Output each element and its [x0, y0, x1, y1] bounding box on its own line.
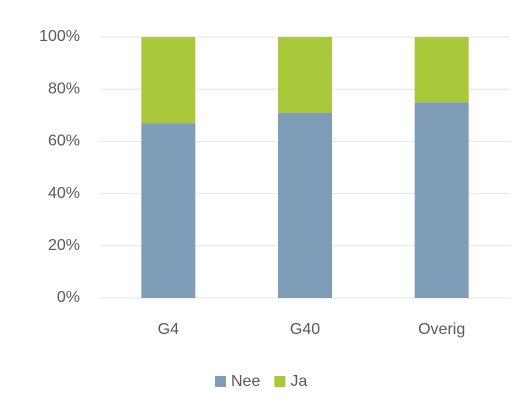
- y-tick-label: 60%: [48, 133, 80, 150]
- x-tick-label: G4: [158, 321, 179, 338]
- bar-segment: [278, 37, 332, 113]
- bar-segment: [278, 112, 332, 298]
- y-tick-label: 40%: [48, 185, 80, 202]
- bar-segment: [141, 37, 196, 124]
- legend-label: Nee: [231, 373, 260, 390]
- legend-swatch: [274, 376, 286, 387]
- y-tick-label: 80%: [48, 80, 80, 97]
- bar-segment: [414, 37, 469, 103]
- bar-segment: [141, 123, 196, 298]
- y-tick-label: 20%: [48, 237, 80, 254]
- legend-label: Ja: [290, 373, 307, 390]
- bar-segment: [414, 102, 469, 298]
- x-tick-label: G40: [290, 321, 320, 338]
- legend-swatch: [215, 376, 226, 387]
- y-tick-label: 100%: [39, 28, 80, 45]
- x-tick-label: Overig: [418, 321, 465, 338]
- y-tick-label: 0%: [57, 289, 80, 306]
